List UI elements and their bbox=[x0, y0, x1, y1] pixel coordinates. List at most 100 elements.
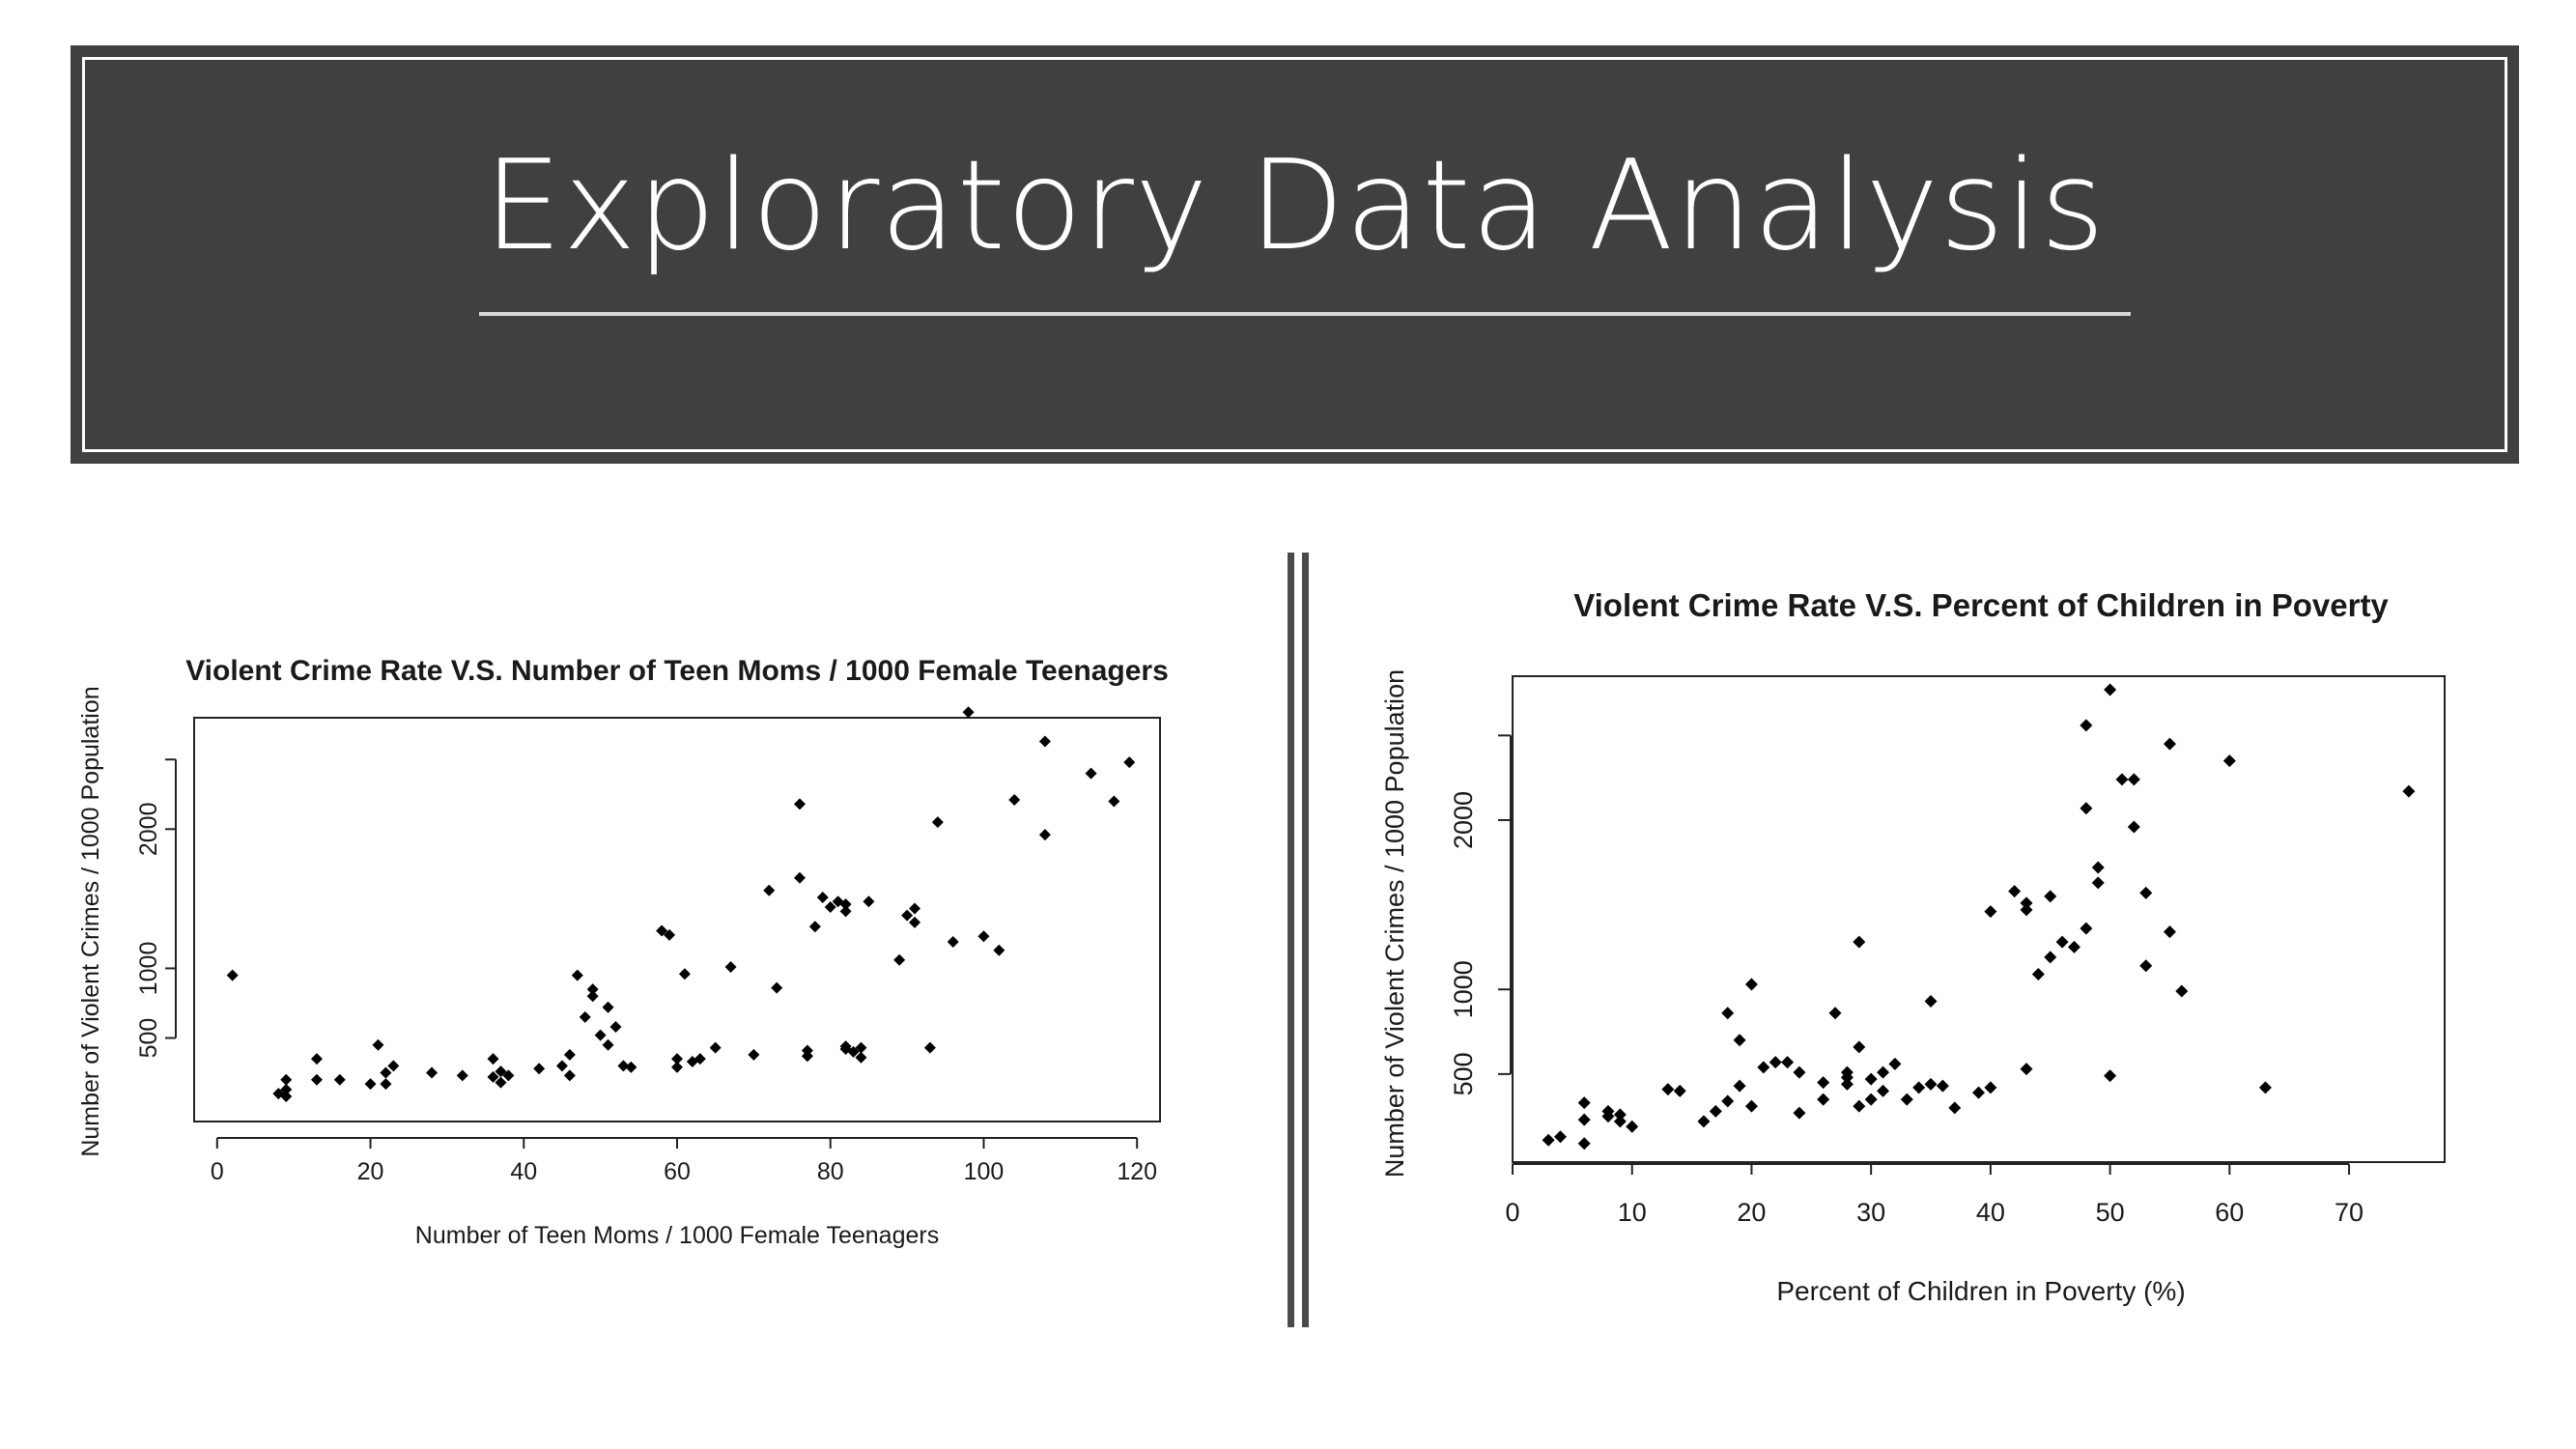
data-point bbox=[793, 798, 806, 810]
data-point bbox=[1744, 978, 1758, 991]
data-point bbox=[1721, 1094, 1735, 1108]
y-axis-label: Number of Violent Crimes / 1000 Populati… bbox=[1380, 669, 1409, 1178]
data-point bbox=[1721, 1007, 1735, 1020]
data-point bbox=[1085, 767, 1097, 780]
data-point bbox=[2080, 719, 2093, 732]
x-tick-label: 50 bbox=[2096, 1198, 2125, 1227]
data-point bbox=[816, 891, 829, 903]
data-point bbox=[808, 921, 821, 933]
data-point bbox=[839, 905, 852, 918]
data-point bbox=[1828, 1007, 1842, 1020]
data-point bbox=[893, 953, 906, 966]
x-tick-label: 60 bbox=[2215, 1198, 2244, 1227]
data-point bbox=[586, 990, 599, 1003]
data-point bbox=[456, 1069, 468, 1082]
data-point bbox=[947, 936, 959, 949]
data-point bbox=[380, 1066, 392, 1079]
data-point bbox=[1008, 794, 1021, 807]
x-tick-label: 0 bbox=[1505, 1198, 1519, 1227]
data-point bbox=[931, 816, 944, 829]
data-point bbox=[310, 1073, 323, 1086]
data-point bbox=[993, 944, 1005, 956]
data-point bbox=[793, 871, 806, 884]
data-point bbox=[923, 1041, 936, 1054]
data-point bbox=[1853, 935, 1866, 949]
data-point bbox=[1769, 1056, 1782, 1069]
y-tick-label: 500 bbox=[1449, 1052, 1478, 1095]
data-point bbox=[1984, 905, 1997, 919]
scatter-chart-child-poverty: Violent Crime Rate V.S. Percent of Child… bbox=[1380, 587, 2446, 1306]
data-point bbox=[495, 1065, 507, 1078]
data-point bbox=[748, 1048, 760, 1061]
data-point bbox=[280, 1091, 293, 1103]
data-point bbox=[832, 895, 844, 908]
data-point bbox=[1864, 1093, 1878, 1106]
data-point bbox=[855, 1051, 867, 1064]
data-point bbox=[563, 1048, 576, 1061]
data-point bbox=[387, 1060, 400, 1072]
data-point bbox=[839, 1040, 852, 1053]
data-point bbox=[1877, 1065, 1890, 1079]
data-point bbox=[586, 983, 599, 996]
data-point bbox=[847, 1045, 860, 1058]
data-point bbox=[2139, 886, 2153, 899]
data-point bbox=[487, 1070, 499, 1083]
data-point bbox=[571, 969, 583, 981]
plot-frame bbox=[1512, 675, 2446, 1163]
data-point bbox=[594, 1029, 607, 1041]
slide-title: Exploratory Data Analysis bbox=[483, 134, 2107, 278]
data-point bbox=[1733, 1079, 1746, 1093]
data-point bbox=[602, 1038, 614, 1051]
x-tick-label: 60 bbox=[664, 1158, 691, 1185]
y-axis: 500 1000 2000 bbox=[135, 758, 177, 1058]
data-point bbox=[709, 1041, 722, 1054]
data-point bbox=[2127, 820, 2140, 834]
data-point bbox=[1793, 1065, 1806, 1079]
data-points bbox=[1542, 683, 2416, 1151]
data-point bbox=[1912, 1081, 1926, 1094]
title-banner: Exploratory Data Analysis bbox=[71, 45, 2519, 464]
data-point bbox=[801, 1044, 813, 1057]
data-point bbox=[1553, 1130, 1567, 1144]
data-point bbox=[280, 1083, 293, 1095]
data-point bbox=[487, 1053, 499, 1065]
data-point bbox=[1984, 1081, 1997, 1094]
x-tick-label: 80 bbox=[817, 1158, 844, 1185]
data-point bbox=[1613, 1115, 1627, 1128]
x-tick-label: 100 bbox=[964, 1158, 1005, 1185]
y-tick-label: 2000 bbox=[135, 802, 162, 856]
data-point bbox=[2055, 935, 2069, 949]
data-point bbox=[2091, 876, 2105, 890]
data-point bbox=[1877, 1084, 1890, 1097]
data-point bbox=[380, 1078, 392, 1091]
data-point bbox=[1577, 1137, 1591, 1151]
data-point bbox=[763, 884, 776, 896]
data-point bbox=[1661, 1083, 1675, 1096]
data-point bbox=[1108, 795, 1120, 808]
data-point bbox=[1781, 1056, 1795, 1069]
x-axis: 0 10 20 30 40 50 60 70 bbox=[1505, 1163, 2364, 1227]
x-tick-label: 30 bbox=[1856, 1198, 1885, 1227]
data-point bbox=[1864, 1072, 1878, 1086]
x-tick-label: 0 bbox=[211, 1158, 224, 1185]
data-point bbox=[2139, 959, 2153, 973]
data-point bbox=[1542, 1133, 1555, 1147]
data-point bbox=[1793, 1106, 1806, 1120]
data-point bbox=[310, 1053, 323, 1065]
data-point bbox=[1123, 756, 1136, 769]
data-point bbox=[863, 895, 875, 908]
y-axis-label: Number of Violent Crimes / 1000 Populati… bbox=[77, 686, 104, 1156]
data-point bbox=[671, 1061, 683, 1073]
data-point bbox=[1924, 1077, 1938, 1091]
x-tick-label: 70 bbox=[2335, 1198, 2364, 1227]
data-point bbox=[372, 1038, 384, 1051]
data-points bbox=[226, 706, 1136, 1103]
data-point bbox=[824, 901, 836, 914]
x-tick-label: 120 bbox=[1117, 1158, 1157, 1185]
data-point bbox=[1757, 1061, 1770, 1074]
chart-divider bbox=[1288, 553, 1310, 1327]
data-point bbox=[2163, 737, 2176, 751]
data-point bbox=[664, 928, 676, 941]
data-point bbox=[2008, 885, 2022, 898]
data-point bbox=[901, 909, 914, 922]
